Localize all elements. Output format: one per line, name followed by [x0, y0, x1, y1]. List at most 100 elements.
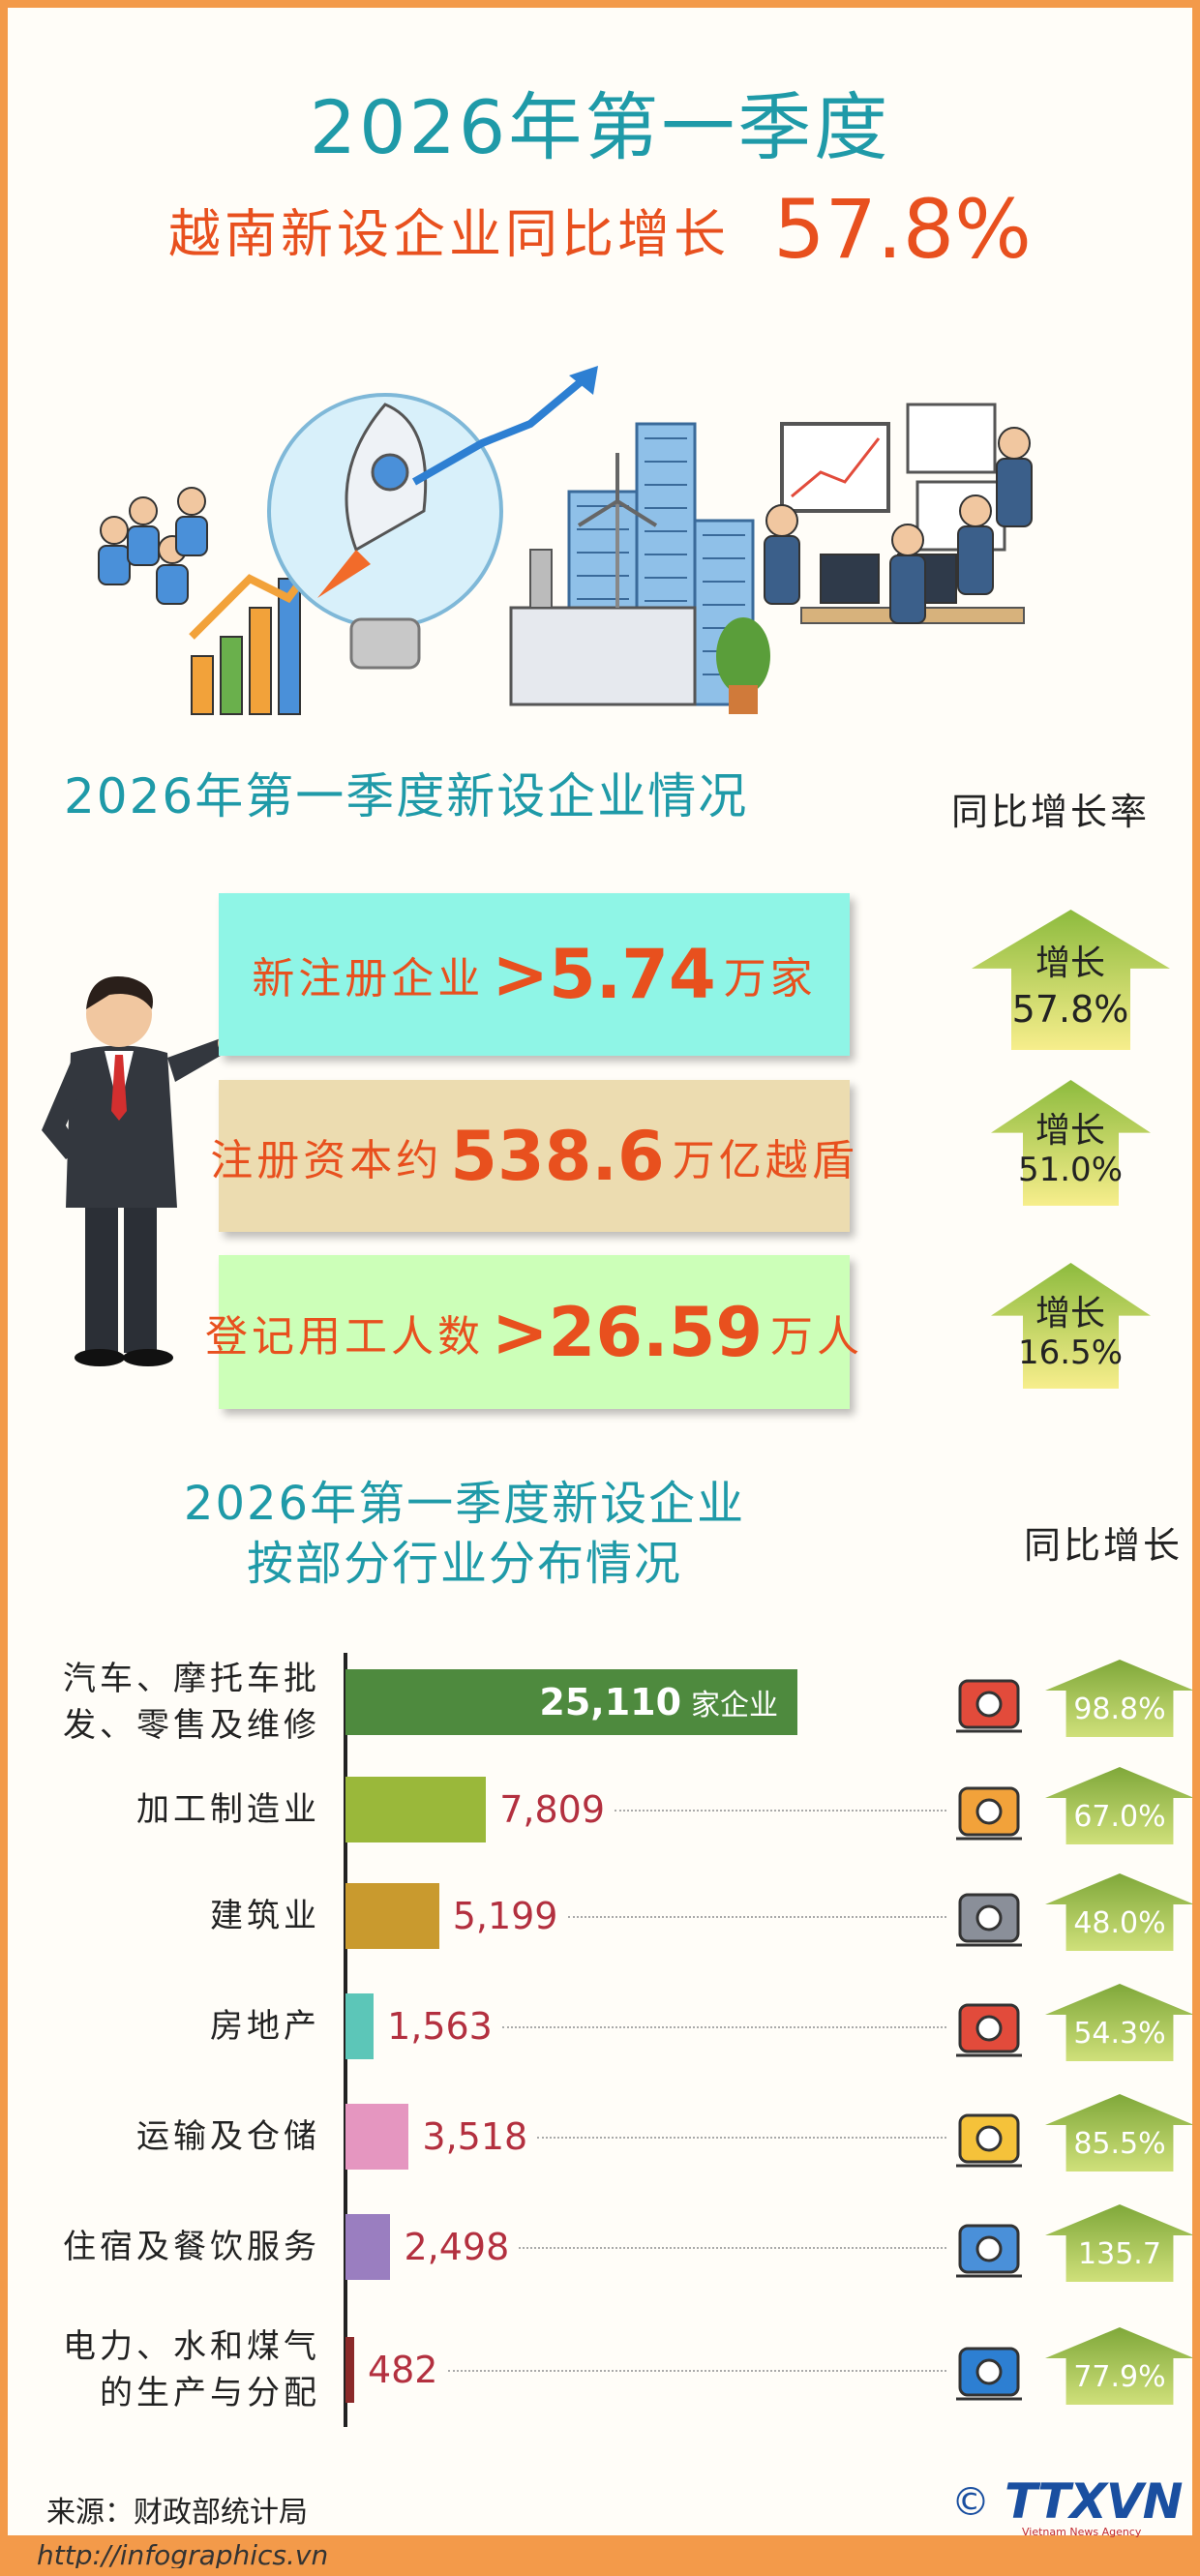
leg: [85, 1188, 118, 1353]
board: [906, 403, 997, 474]
worker-body: [889, 554, 926, 624]
logo-sub: Vietnam News Agency: [1022, 2526, 1142, 2538]
icon-detail: [975, 1691, 1003, 1718]
value-label: 25,110: [539, 1681, 682, 1723]
stat-box: 注册资本约 538.6 万亿越盾: [210, 1080, 855, 1232]
person-body: [98, 545, 131, 585]
stat-unit: 万家: [723, 954, 817, 1003]
value-label: 7,809: [499, 1788, 606, 1831]
turbine-blades: [577, 453, 658, 527]
bar: [345, 2337, 354, 2403]
growth-value: 48.0%: [1073, 1905, 1166, 1940]
leader-line: [519, 2247, 946, 2249]
growth-arrow: [1045, 2204, 1192, 2282]
stat-value: >5.74: [492, 935, 716, 1014]
bar: [345, 1777, 487, 1842]
category-label: 建筑业: [210, 1897, 320, 1935]
growth-arrow-head: [569, 366, 598, 395]
illustration-bar: [220, 636, 243, 715]
growth-label: 增长: [1035, 1111, 1105, 1152]
arm: [167, 1038, 225, 1082]
stat-box: 新注册企业 >5.74 万家: [219, 893, 850, 1056]
growth-arrow: [1045, 1984, 1192, 2061]
growth-arrow-shape: [971, 910, 1170, 1050]
growth-arrow-shape: [1045, 1873, 1192, 1951]
illustration-bar: [249, 607, 272, 715]
bar: [345, 1669, 798, 1735]
icon-detail: [975, 2235, 1003, 2262]
leader-line: [567, 1916, 946, 1918]
person-body: [127, 525, 160, 566]
plant: [716, 617, 770, 695]
category-label: 住宿及餐饮服务: [63, 2228, 320, 2266]
tie: [111, 1055, 127, 1121]
industry-icon: [956, 2224, 1022, 2278]
stat-box: 登记用工人数 >26.59 万人: [205, 1255, 859, 1409]
arm: [42, 1058, 85, 1159]
growth-arrow-shape: [1045, 1984, 1192, 2061]
value-label: 5,199: [452, 1895, 558, 1937]
board: [780, 422, 890, 513]
icon-detail: [975, 1904, 1003, 1932]
growth-arrow: [990, 1263, 1151, 1389]
presenter: [42, 975, 237, 1366]
stat-label: 注册资本约: [210, 1135, 443, 1185]
growth-arrow: [1045, 1873, 1192, 1951]
industry-icon: [956, 2347, 1022, 2401]
chart-title-block: 2026年第一季度新设企业 按部分行业分布情况: [174, 1474, 755, 1594]
growth-arrow: [1045, 1767, 1192, 1844]
icon-detail: [975, 2125, 1003, 2152]
pot: [729, 685, 758, 714]
unit-label: 家企业: [691, 1689, 779, 1722]
value-label: 1,563: [387, 2005, 493, 2048]
stat-label: 新注册企业: [252, 954, 485, 1003]
growth-arrow-shape: [990, 1080, 1151, 1206]
title: 2026年第一季度: [309, 84, 891, 170]
industry-icon: [956, 2003, 1022, 2057]
person-head: [177, 487, 206, 516]
logo: TTXVN: [1005, 2473, 1183, 2530]
illustration-bar: [191, 655, 214, 715]
rocket-window: [371, 453, 409, 492]
growth-value: 77.9%: [1073, 2359, 1166, 2394]
person-body: [175, 516, 208, 556]
leg: [124, 1188, 157, 1353]
growth-arrow: [971, 910, 1170, 1050]
growth-value: 85.5%: [1073, 2126, 1166, 2161]
subtitle-row: 越南新设企业同比增长 57.8%: [8, 182, 1192, 277]
person-head: [100, 516, 129, 545]
leader-line: [615, 1810, 946, 1812]
growth-arrow-shape: [1045, 2327, 1192, 2405]
growth-arrow: [1045, 2094, 1192, 2172]
worker-body: [764, 535, 800, 605]
growth-header: 同比增长率: [951, 791, 1151, 833]
board-chart: [791, 437, 881, 498]
shoe: [123, 1349, 173, 1366]
stat-unit: 万亿越盾: [672, 1135, 858, 1185]
worker-body: [996, 458, 1033, 527]
stat-value: 538.6: [450, 1116, 665, 1196]
value-label: 3,518: [422, 2115, 528, 2158]
growth-arrow-shape: [1045, 2204, 1192, 2282]
growth-arrow-shape: [1045, 1660, 1192, 1737]
person-body: [156, 564, 189, 605]
hair: [86, 975, 153, 1009]
category-label: 房地产: [210, 2007, 320, 2046]
growth-value: 51.0%: [1017, 1150, 1123, 1189]
stat-label: 登记用工人数: [204, 1311, 484, 1362]
stat-value: >26.59: [491, 1292, 764, 1372]
rocket-flame: [317, 550, 371, 598]
growth-arrow: [1045, 1660, 1192, 1737]
growth-label: 增长: [1035, 944, 1105, 984]
growth-label: 增长: [1035, 1294, 1105, 1334]
jacket: [66, 1045, 177, 1208]
category-label: 运输及仓储: [136, 2117, 320, 2156]
footer-band: [8, 2535, 1192, 2568]
growth-value: 16.5%: [1017, 1333, 1123, 1372]
worker-head: [765, 504, 798, 537]
shoe: [75, 1349, 125, 1366]
chart-title: 2026年第一季度新设企业: [183, 1477, 746, 1531]
growth-value: 57.8%: [1011, 988, 1129, 1032]
category-label: 电力、水和煤气的生产与分配: [63, 2327, 320, 2412]
value-label: 2,498: [404, 2226, 510, 2268]
